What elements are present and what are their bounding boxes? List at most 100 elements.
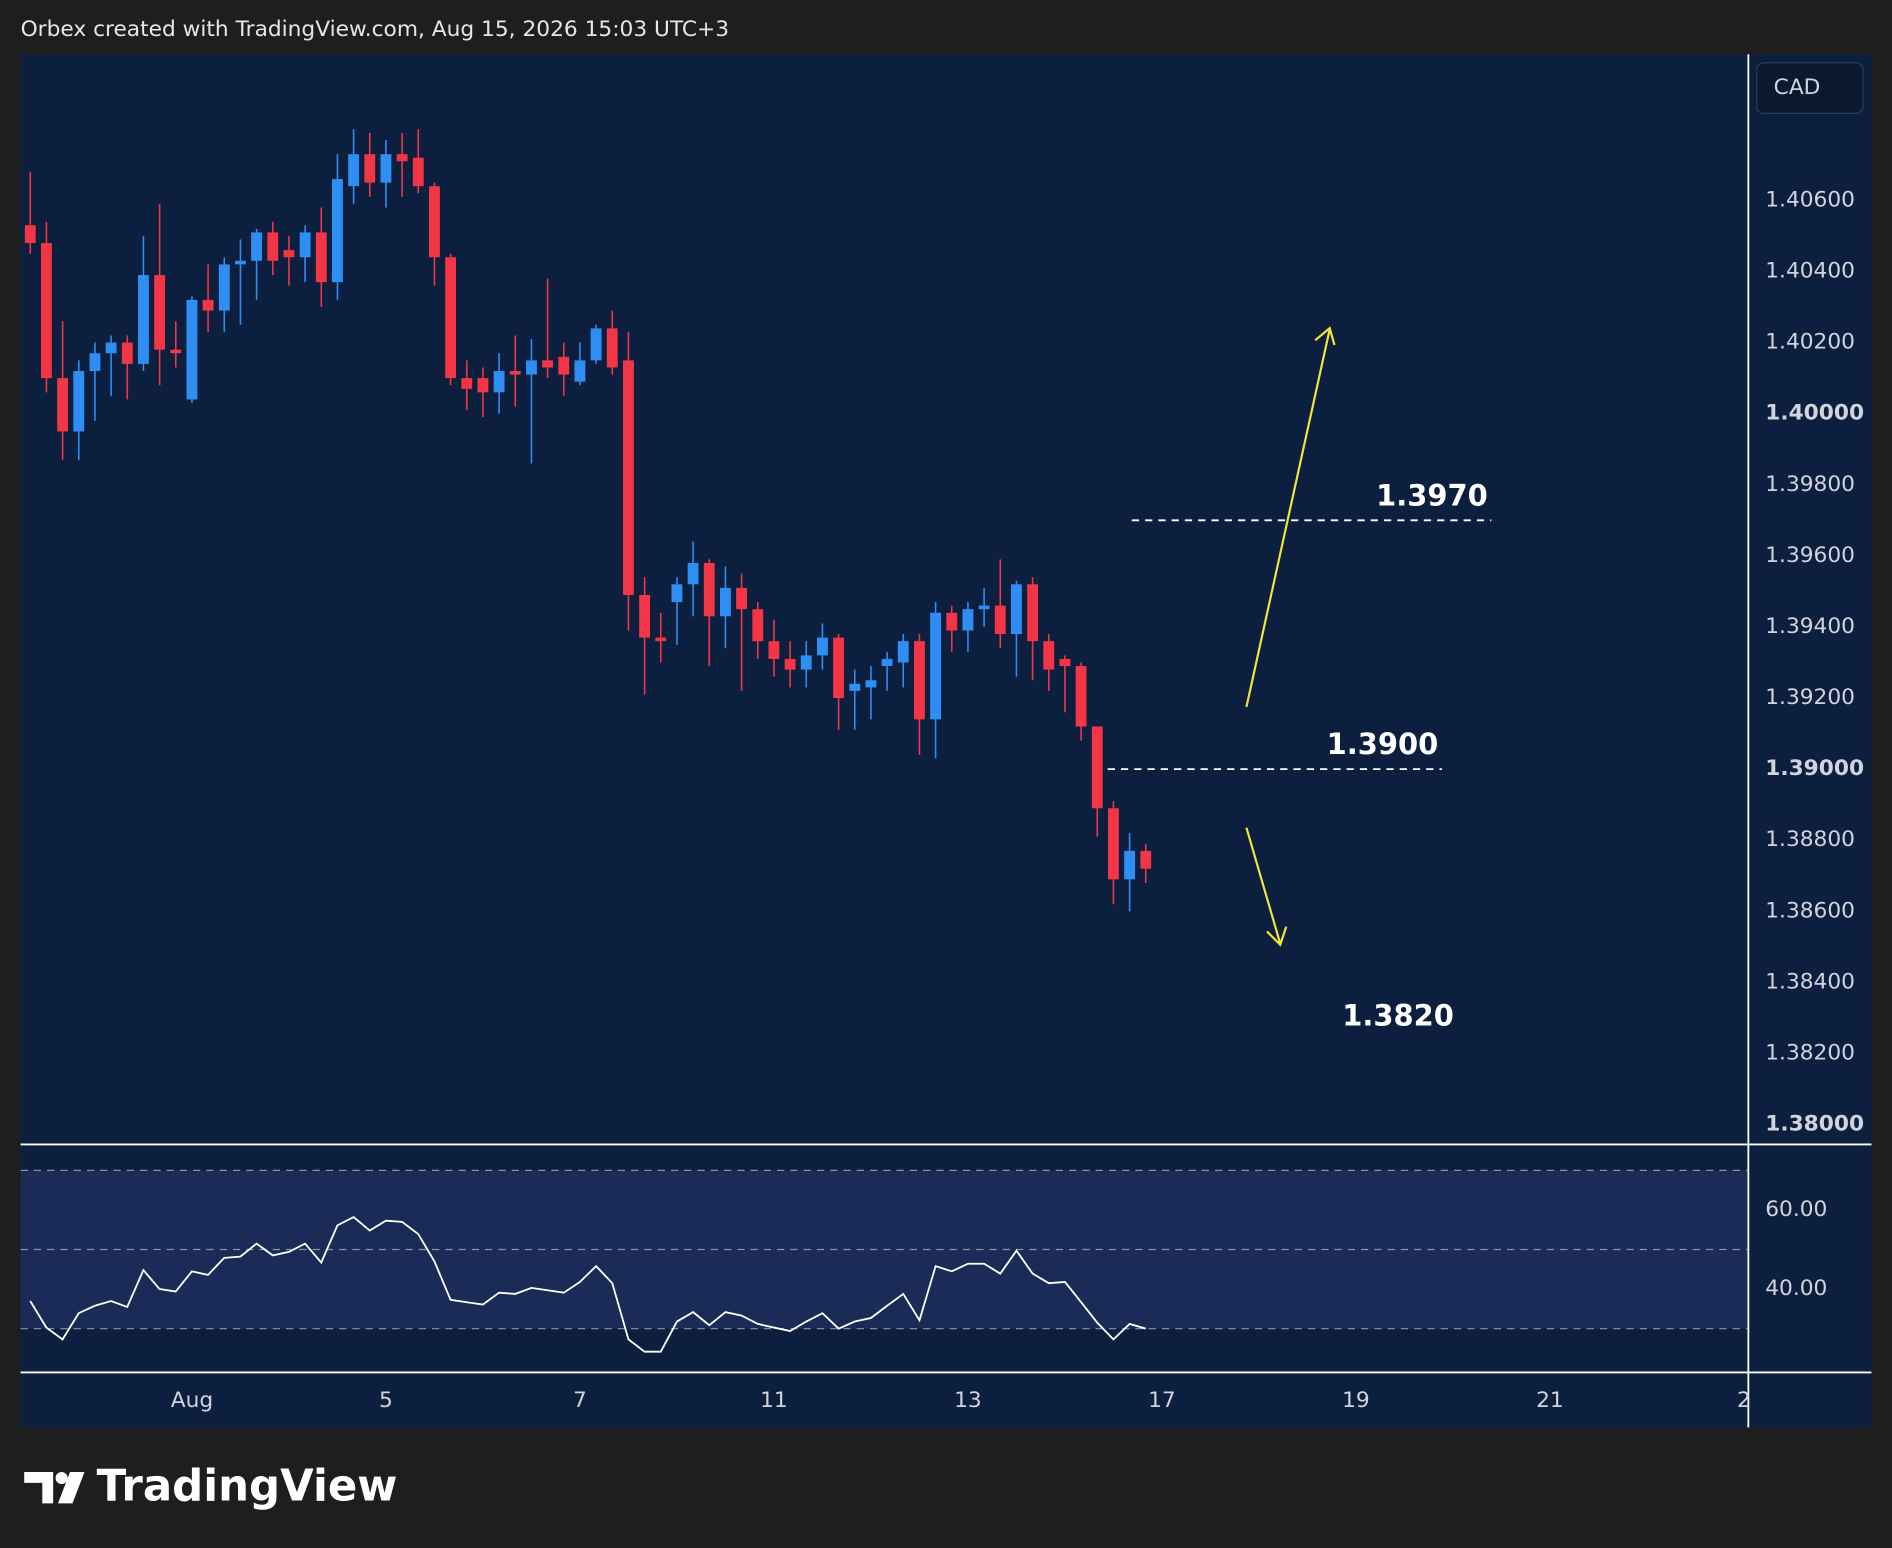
y-tick-label: 1.40600 xyxy=(1765,187,1855,212)
y-tick-label: 40.00 xyxy=(1765,1276,1827,1301)
candle-body xyxy=(526,360,537,375)
candle-body xyxy=(768,641,780,659)
candle-body xyxy=(962,609,974,631)
candle-body xyxy=(1107,808,1119,880)
candle-body xyxy=(558,356,570,375)
y-tick-label: 60.00 xyxy=(1765,1197,1827,1222)
candle-body xyxy=(1043,641,1055,670)
y-tick-label: 1.39800 xyxy=(1765,472,1855,497)
candle-body xyxy=(542,360,554,368)
candle-body xyxy=(154,275,166,350)
candle-body xyxy=(138,275,149,364)
price-pane: 1.3970 1.3900 1.3820 xyxy=(24,129,1492,1032)
candle-body xyxy=(1124,850,1136,880)
x-tick-label: 17 xyxy=(1148,1388,1176,1413)
candle-body xyxy=(994,605,1006,635)
candle-body xyxy=(218,264,230,311)
up-arrow xyxy=(1245,329,1331,708)
arrows xyxy=(1245,326,1336,947)
candle-body xyxy=(283,250,295,258)
candle-body xyxy=(574,360,586,382)
cad-button-box[interactable] xyxy=(1756,62,1864,115)
candle-body xyxy=(235,260,246,265)
candle-body xyxy=(590,328,602,361)
candle-body xyxy=(1059,658,1071,667)
candle-body xyxy=(655,637,667,642)
candle-body xyxy=(913,641,925,720)
header: Orbex created with TradingView.com, Aug … xyxy=(21,17,729,42)
candle-body xyxy=(121,342,133,364)
y-tick-label: 1.40000 xyxy=(1765,401,1864,426)
candle-body xyxy=(606,328,618,368)
candle-body xyxy=(978,605,990,610)
y-tick-label: 1.38400 xyxy=(1765,969,1855,994)
candle-body xyxy=(89,353,101,372)
down-arrow xyxy=(1245,827,1282,944)
rsi-pane xyxy=(20,1169,1748,1353)
candle-body xyxy=(445,257,457,379)
candle-body xyxy=(429,186,440,258)
x-tick-label: 13 xyxy=(954,1388,982,1413)
cad-button[interactable]: CAD xyxy=(1756,62,1864,115)
candle-body xyxy=(687,562,699,585)
candle-body xyxy=(849,683,861,691)
candle-body xyxy=(348,154,360,187)
candle-body xyxy=(105,342,117,354)
candle-body xyxy=(509,371,521,375)
y-tick-label: 1.38800 xyxy=(1765,827,1855,852)
candle-body xyxy=(493,371,505,393)
candle-body xyxy=(170,349,182,354)
candle-body xyxy=(946,612,958,631)
candle-body xyxy=(1010,584,1022,635)
candle-body xyxy=(332,179,343,283)
candle-body xyxy=(73,371,85,432)
candle-body xyxy=(623,360,634,595)
y-tick-label: 1.38600 xyxy=(1765,898,1855,923)
candle-body xyxy=(800,655,812,670)
x-tick-label: Aug xyxy=(171,1388,213,1413)
y-tick-label: 1.40200 xyxy=(1765,330,1855,355)
candle-body xyxy=(24,225,36,244)
candle-body xyxy=(1027,584,1039,642)
candle-body xyxy=(752,609,764,642)
level-label: 1.3900 xyxy=(1327,727,1439,761)
y-tick-label: 1.38200 xyxy=(1765,1041,1855,1066)
candle-body xyxy=(881,658,893,667)
y-tick-label: 1.39200 xyxy=(1765,685,1855,710)
y-tick-label: 1.39000 xyxy=(1765,756,1864,781)
x-tick-label: 2 xyxy=(1737,1388,1751,1413)
logo-shape xyxy=(24,1471,54,1504)
candle-body xyxy=(817,637,828,656)
candle-body xyxy=(364,154,376,183)
candle-body xyxy=(865,680,877,688)
candle-body xyxy=(930,612,942,720)
candle-body xyxy=(267,232,279,261)
candle-body xyxy=(671,584,683,603)
candle-body xyxy=(412,157,424,187)
candle-body xyxy=(251,232,263,261)
candle-body xyxy=(1140,850,1152,869)
up-arrowhead xyxy=(1314,326,1336,346)
candle-body xyxy=(315,232,327,283)
down-arrowhead xyxy=(1266,926,1288,947)
logo-shape xyxy=(55,1471,68,1485)
y-tick-label: 1.40400 xyxy=(1765,258,1855,283)
x-tick-label: 7 xyxy=(573,1388,587,1413)
y-tick-label: 1.38000 xyxy=(1765,1112,1864,1137)
y-tick-label: 1.39400 xyxy=(1765,614,1855,639)
brand-logo xyxy=(24,1471,85,1504)
x-tick-label: 19 xyxy=(1342,1388,1370,1413)
candle-body xyxy=(380,154,392,183)
currency-label[interactable]: CAD xyxy=(1774,75,1821,100)
candle-body xyxy=(477,378,489,393)
x-tick-label: 21 xyxy=(1536,1388,1564,1413)
candle-body xyxy=(299,232,311,258)
rsi-line xyxy=(29,1215,1147,1353)
candle-body xyxy=(720,587,731,617)
candle-body xyxy=(1091,726,1103,809)
x-tick-label: 5 xyxy=(379,1388,393,1413)
candle-body xyxy=(703,562,715,617)
candle-body xyxy=(736,587,748,610)
level-label: 1.3820 xyxy=(1342,998,1454,1032)
